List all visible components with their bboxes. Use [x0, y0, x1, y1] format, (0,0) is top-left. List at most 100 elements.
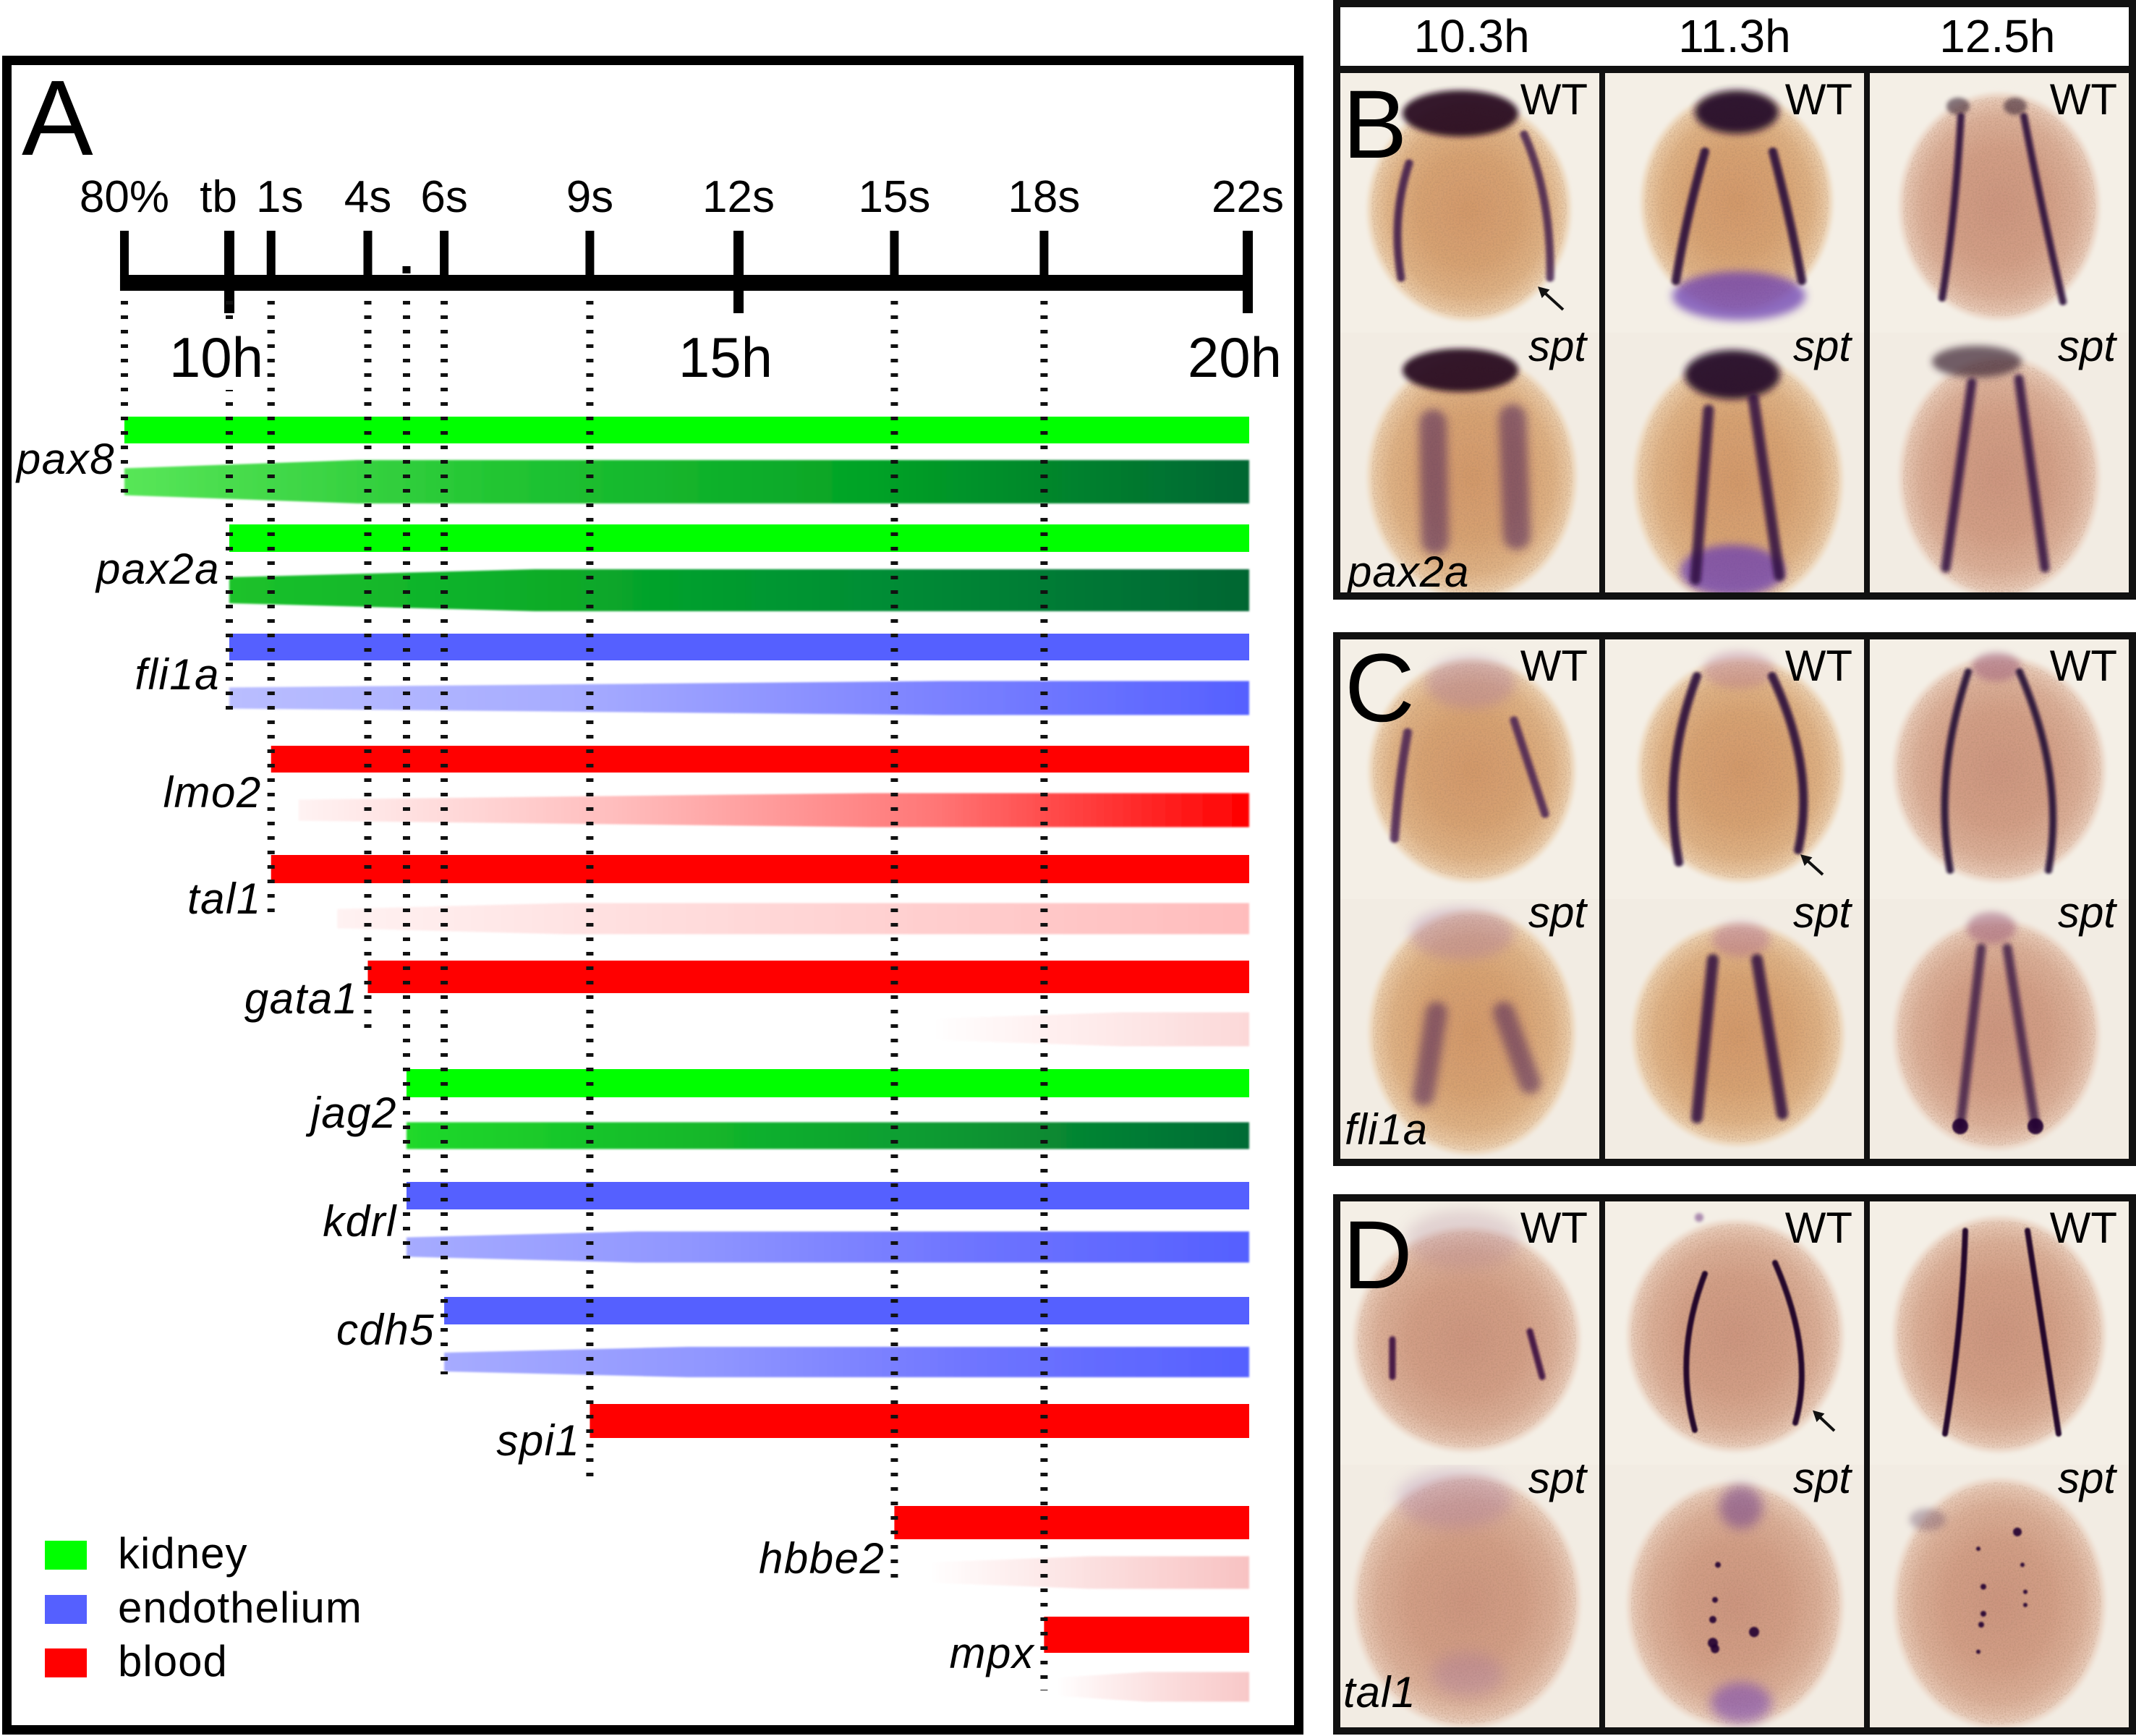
stain-dot — [1711, 1643, 1719, 1654]
genotype-label-spt: spt — [1792, 333, 1851, 370]
genotype-label-spt: spt — [2057, 1464, 2116, 1502]
stain-blob — [1695, 1213, 1703, 1222]
spt-expression-bar — [229, 569, 1249, 611]
hour-label: 10h — [169, 326, 263, 389]
wt-embryo-image: WT — [1605, 73, 1864, 333]
stain-dot — [1976, 1648, 1980, 1654]
stain-stripe — [2016, 668, 2057, 875]
embryo-in-situ-image — [1367, 90, 1571, 322]
stage-label: 6s — [420, 172, 467, 222]
embryo-texture — [1897, 923, 2095, 1146]
stage-label: 1s — [256, 172, 303, 222]
probe-gene-label: fli1a — [1345, 1105, 1429, 1154]
spt-expression-bar — [124, 460, 1250, 503]
stain-stripe — [1939, 112, 1965, 302]
spt-expression-bar — [406, 1231, 1250, 1263]
panel-letter: C — [1345, 639, 1415, 742]
time-point-header: 10.3h 11.3h 12.5h — [1333, 0, 2136, 73]
spt-expression-bar — [229, 681, 1249, 715]
stage-label: 4s — [344, 172, 391, 222]
spt-embryo-image: spt pax2a — [1340, 333, 1599, 592]
wt-expression-bar — [590, 1404, 1249, 1438]
stain-stripe — [1941, 378, 1977, 573]
stain-blob — [1712, 922, 1770, 957]
wt-expression-bar — [271, 746, 1249, 773]
stain-stripe — [1672, 147, 1709, 286]
genotype-label-wt: WT — [2049, 1204, 2117, 1252]
gene-label: tal1 — [187, 875, 262, 923]
legend-swatch — [45, 1648, 87, 1677]
spt-embryo-image: spt tal1 — [1340, 1464, 1599, 1727]
genotype-label-spt: spt — [1528, 333, 1586, 370]
stain-blob — [1719, 1484, 1763, 1529]
legend-swatch — [45, 1595, 87, 1624]
spt-expression-bar — [298, 793, 1249, 827]
stain-dot — [1980, 1583, 1986, 1590]
stain-dot — [2020, 1562, 2025, 1567]
embryo-in-situ-image — [1353, 1469, 1580, 1727]
hour-label-backing — [169, 323, 264, 390]
spt-expression-bar — [337, 903, 1249, 935]
stain-stripe — [1955, 943, 1986, 1131]
stain-stripe — [1772, 1259, 1805, 1426]
stain-dot — [2023, 1602, 2028, 1607]
stain-dot — [1715, 1561, 1721, 1567]
stain-blob — [1972, 652, 2021, 681]
arrow-icon — [1800, 854, 1824, 876]
time-point-column: WT spt — [1870, 1201, 2129, 1727]
embryo-texture — [1358, 1478, 1576, 1724]
genotype-label-wt: WT — [1784, 1204, 1852, 1252]
time-point-label: 11.3h — [1678, 10, 1791, 62]
spt-embryo-image: spt — [1605, 1464, 1864, 1727]
hour-tick — [1243, 231, 1253, 313]
stain-stripe — [1683, 1270, 1708, 1434]
genotype-label-wt: WT — [1520, 75, 1588, 124]
expression-timeline-diagram: A80% tb 1s 4s 6s 9s 12s 15s 18s 22s pax8 pax2a fli1a… — [15, 59, 1284, 1702]
wt-expression-bar — [229, 524, 1249, 552]
genotype-label-spt: spt — [1792, 1464, 1851, 1502]
gene-label: gata1 — [244, 974, 359, 1023]
hour-label: 20h — [1188, 326, 1282, 389]
stage-label: 22s — [1212, 172, 1284, 222]
hour-label: 15h — [678, 326, 773, 389]
embryo-texture — [1373, 663, 1571, 879]
stage-tick — [119, 231, 129, 291]
genotype-label-spt: spt — [2057, 333, 2116, 370]
embryo-texture — [1897, 1220, 2101, 1449]
gene-label: lmo2 — [163, 768, 262, 817]
gene-label: spi1 — [496, 1416, 580, 1465]
panel-letter: B — [1343, 73, 1408, 179]
wt-expression-bar — [444, 1297, 1249, 1324]
stain-stripe — [1390, 728, 1412, 843]
panel-letter-a: A — [22, 59, 93, 178]
hour-tick — [733, 231, 744, 313]
stain-stripe — [1520, 130, 1554, 282]
stain-blob — [1910, 1508, 1946, 1531]
embryo-in-situ-image — [1632, 922, 1844, 1147]
legend-swatch — [45, 1541, 87, 1570]
stage-tick — [266, 231, 276, 291]
stain-stripe — [1669, 671, 1701, 867]
stage-label: 18s — [1008, 172, 1080, 222]
spt-expression-bar — [406, 1122, 1250, 1149]
stage-tick — [440, 231, 449, 291]
stage-label: 12s — [702, 172, 775, 222]
stain-blob — [1426, 656, 1515, 709]
stain-stripe — [1526, 1328, 1546, 1380]
time-point-column: WT spt — [1605, 639, 1864, 1159]
stain-stripe — [1393, 159, 1413, 282]
stage-label: tb — [200, 172, 237, 222]
stain-blob — [1405, 1210, 1521, 1269]
stain-dot — [1712, 1596, 1718, 1603]
wt-embryo-image: WT B — [1340, 73, 1599, 333]
spt-embryo-image: spt fli1a — [1340, 899, 1599, 1159]
genotype-label-spt: spt — [2057, 899, 2116, 937]
stain-stripe — [1413, 1001, 1447, 1107]
stain-stripe — [1493, 1001, 1541, 1094]
stain-dot — [1976, 1546, 1980, 1551]
stain-dot — [2028, 1118, 2043, 1135]
stain-stripe — [1769, 147, 1806, 286]
stain-stripe — [1748, 393, 1785, 582]
